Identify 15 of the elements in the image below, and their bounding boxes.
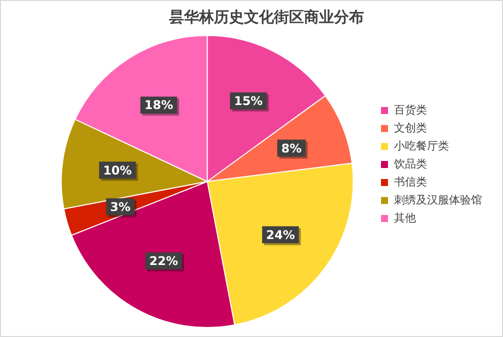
legend-label: 小吃餐厅类 bbox=[394, 139, 449, 152]
data-label: 10% bbox=[103, 163, 132, 178]
data-label: 8% bbox=[281, 141, 302, 156]
data-label: 15% bbox=[234, 94, 263, 108]
data-label: 3% bbox=[110, 200, 131, 214]
data-label: 24% bbox=[266, 228, 295, 242]
legend-label: 百货类 bbox=[394, 103, 427, 116]
data-label: 22% bbox=[149, 254, 178, 268]
data-label: 18% bbox=[144, 98, 174, 112]
legend-label: 饮品类 bbox=[393, 157, 427, 170]
chart-title: 昙华林历史文化街区商业分布 bbox=[168, 8, 364, 26]
legend-label: 文创类 bbox=[394, 121, 427, 134]
legend-label: 书信类 bbox=[394, 175, 427, 188]
legend-label: 其他 bbox=[394, 211, 416, 224]
legend-label: 刺绣及汉服体验馆 bbox=[394, 193, 482, 206]
